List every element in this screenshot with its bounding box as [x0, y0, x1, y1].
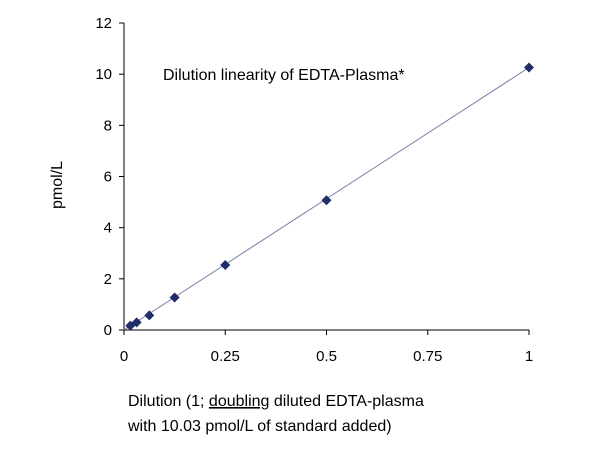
y-tick-label: 6 — [104, 169, 112, 186]
y-tick-label: 4 — [104, 220, 112, 237]
x-tick-label: 0.75 — [413, 348, 442, 365]
y-tick-label: 0 — [104, 322, 112, 339]
tick-labels: 0 2 4 6 8 10 12 0 0.25 0.5 0.75 1 — [95, 15, 533, 365]
y-tick-label: 12 — [95, 15, 112, 32]
x-tick-label: 0.5 — [316, 348, 337, 365]
y-axis-title: pmol/L — [49, 161, 66, 209]
x-axis-title-line1: Dilution (1; doubling diluted EDTA-plasm… — [128, 393, 424, 410]
x-tick-label: 1 — [525, 348, 533, 365]
data-point — [321, 195, 332, 206]
data-points — [125, 62, 534, 331]
y-tick-label: 10 — [95, 66, 112, 83]
y-tick-label: 2 — [104, 271, 112, 288]
data-point — [169, 292, 180, 303]
x-axis-title-prefix: Dilution (1; — [128, 393, 209, 410]
x-axis-title-line2: with 10.03 pmol/L of standard added) — [127, 418, 392, 435]
data-point — [131, 317, 142, 328]
data-point — [144, 310, 155, 321]
x-tick-label: 0.25 — [211, 348, 240, 365]
axes — [119, 22, 530, 335]
x-tick-label: 0 — [120, 348, 128, 365]
y-tick-label: 8 — [104, 117, 112, 134]
x-axis-title-suffix: diluted EDTA-plasma — [269, 393, 424, 410]
x-axis-title-underlined: doubling — [209, 393, 270, 410]
data-point — [524, 62, 534, 73]
data-point — [220, 260, 231, 271]
chart-title: Dilution linearity of EDTA-Plasma* — [163, 67, 405, 84]
